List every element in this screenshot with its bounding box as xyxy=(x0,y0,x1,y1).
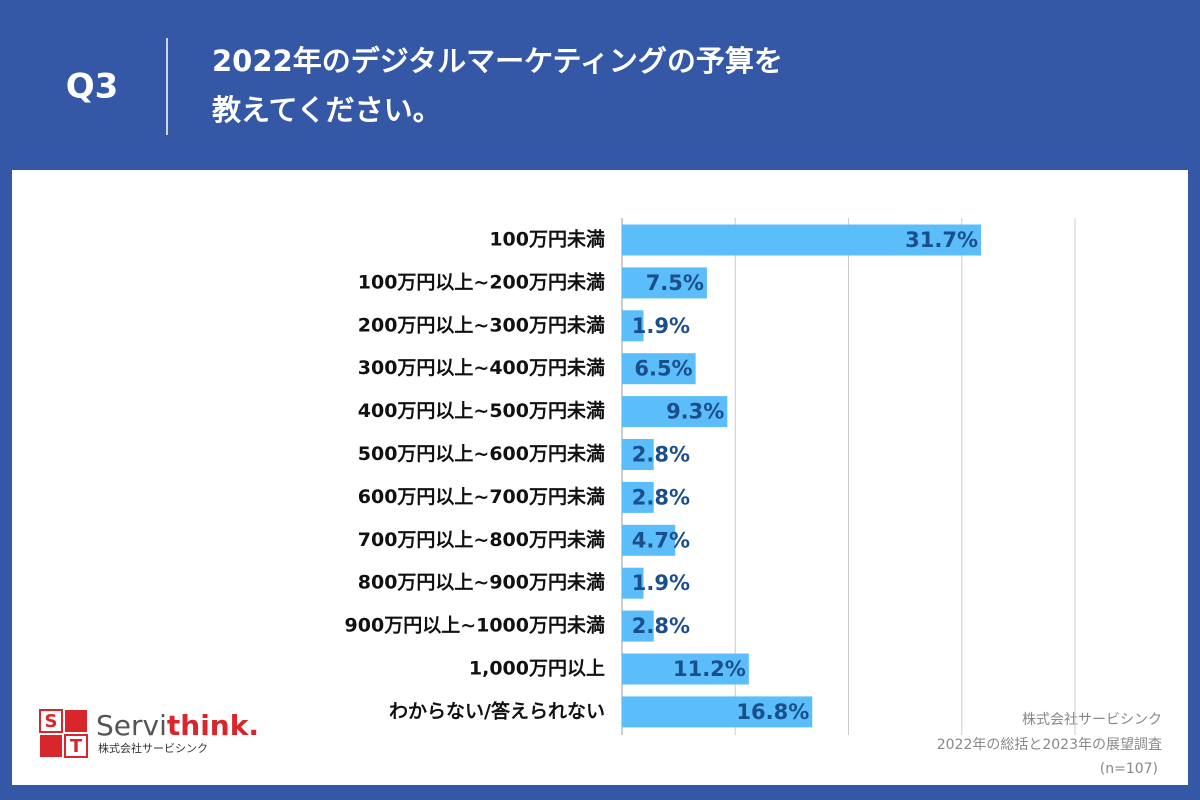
data-label: 2.8% xyxy=(632,485,690,509)
data-label: 31.7% xyxy=(905,228,978,252)
data-label: 11.2% xyxy=(673,657,746,681)
source: 株式会社サービシンク xyxy=(1022,712,1162,728)
chart-title: 2022年のデジタルマーケティングの予算を xyxy=(212,44,783,78)
data-label: 1.9% xyxy=(632,571,690,595)
bar xyxy=(622,524,676,556)
data-label: 1.9% xyxy=(632,314,690,338)
logo-letter: T xyxy=(70,736,83,757)
y-tick-label: 700万円以上~800万円未満 xyxy=(358,528,605,551)
data-label: 7.5% xyxy=(646,271,704,295)
y-tick-label: 900万円以上~1000万円未満 xyxy=(345,614,605,637)
logo-company: 株式会社サービシンク xyxy=(98,741,208,755)
logo-box xyxy=(40,735,62,757)
data-label: 16.8% xyxy=(736,700,809,724)
bar xyxy=(622,481,654,513)
y-tick-label: 1,000万円以上 xyxy=(469,658,605,680)
y-tick-label: 400万円以上~500万円未満 xyxy=(358,399,605,422)
logo: S T Servithink. 株式会社サービシンク xyxy=(39,709,259,758)
data-label: 6.5% xyxy=(634,357,692,381)
chart-title: 教えてください。 xyxy=(212,93,442,127)
data-label: 4.7% xyxy=(632,528,690,552)
logo-box xyxy=(65,710,87,732)
logo-box xyxy=(64,734,88,758)
bar xyxy=(622,610,654,642)
bar xyxy=(622,396,728,428)
bar xyxy=(622,696,813,728)
y-tick-label: わからない/答えられない xyxy=(389,699,605,722)
y-tick-label: 600万円以上~700万円未満 xyxy=(358,485,605,508)
bar xyxy=(622,353,696,385)
bar xyxy=(622,224,982,256)
data-label: 9.3% xyxy=(666,400,724,424)
source: (n=107) xyxy=(1100,761,1158,777)
y-tick-label: 500万円以上~600万円未満 xyxy=(358,442,605,465)
y-tick-label: 200万円以上~300万円未満 xyxy=(358,313,605,336)
bar xyxy=(622,310,644,342)
panel xyxy=(12,170,1188,785)
source: 2022年の総括と2023年の展望調査 xyxy=(937,737,1162,753)
bar xyxy=(622,567,644,599)
logo-letter: S xyxy=(45,711,58,732)
y-tick-label: 100万円未満 xyxy=(489,228,605,251)
y-tick-label: 100万円以上~200万円未満 xyxy=(358,270,605,293)
logo-brand: Servithink. xyxy=(96,709,259,742)
question-label: Q3 xyxy=(66,67,119,107)
y-tick-label: 300万円以上~400万円未満 xyxy=(358,356,605,379)
data-label: 2.8% xyxy=(632,614,690,638)
y-tick-label: 800万円以上~900万円未満 xyxy=(358,571,605,594)
logo-brand-part: think. xyxy=(167,709,259,742)
bar xyxy=(622,267,707,299)
logo-box xyxy=(39,709,63,733)
bar xyxy=(622,653,749,685)
data-label: 2.8% xyxy=(632,443,690,467)
logo-brand-part: Servi xyxy=(96,709,167,742)
bar xyxy=(622,439,654,470)
